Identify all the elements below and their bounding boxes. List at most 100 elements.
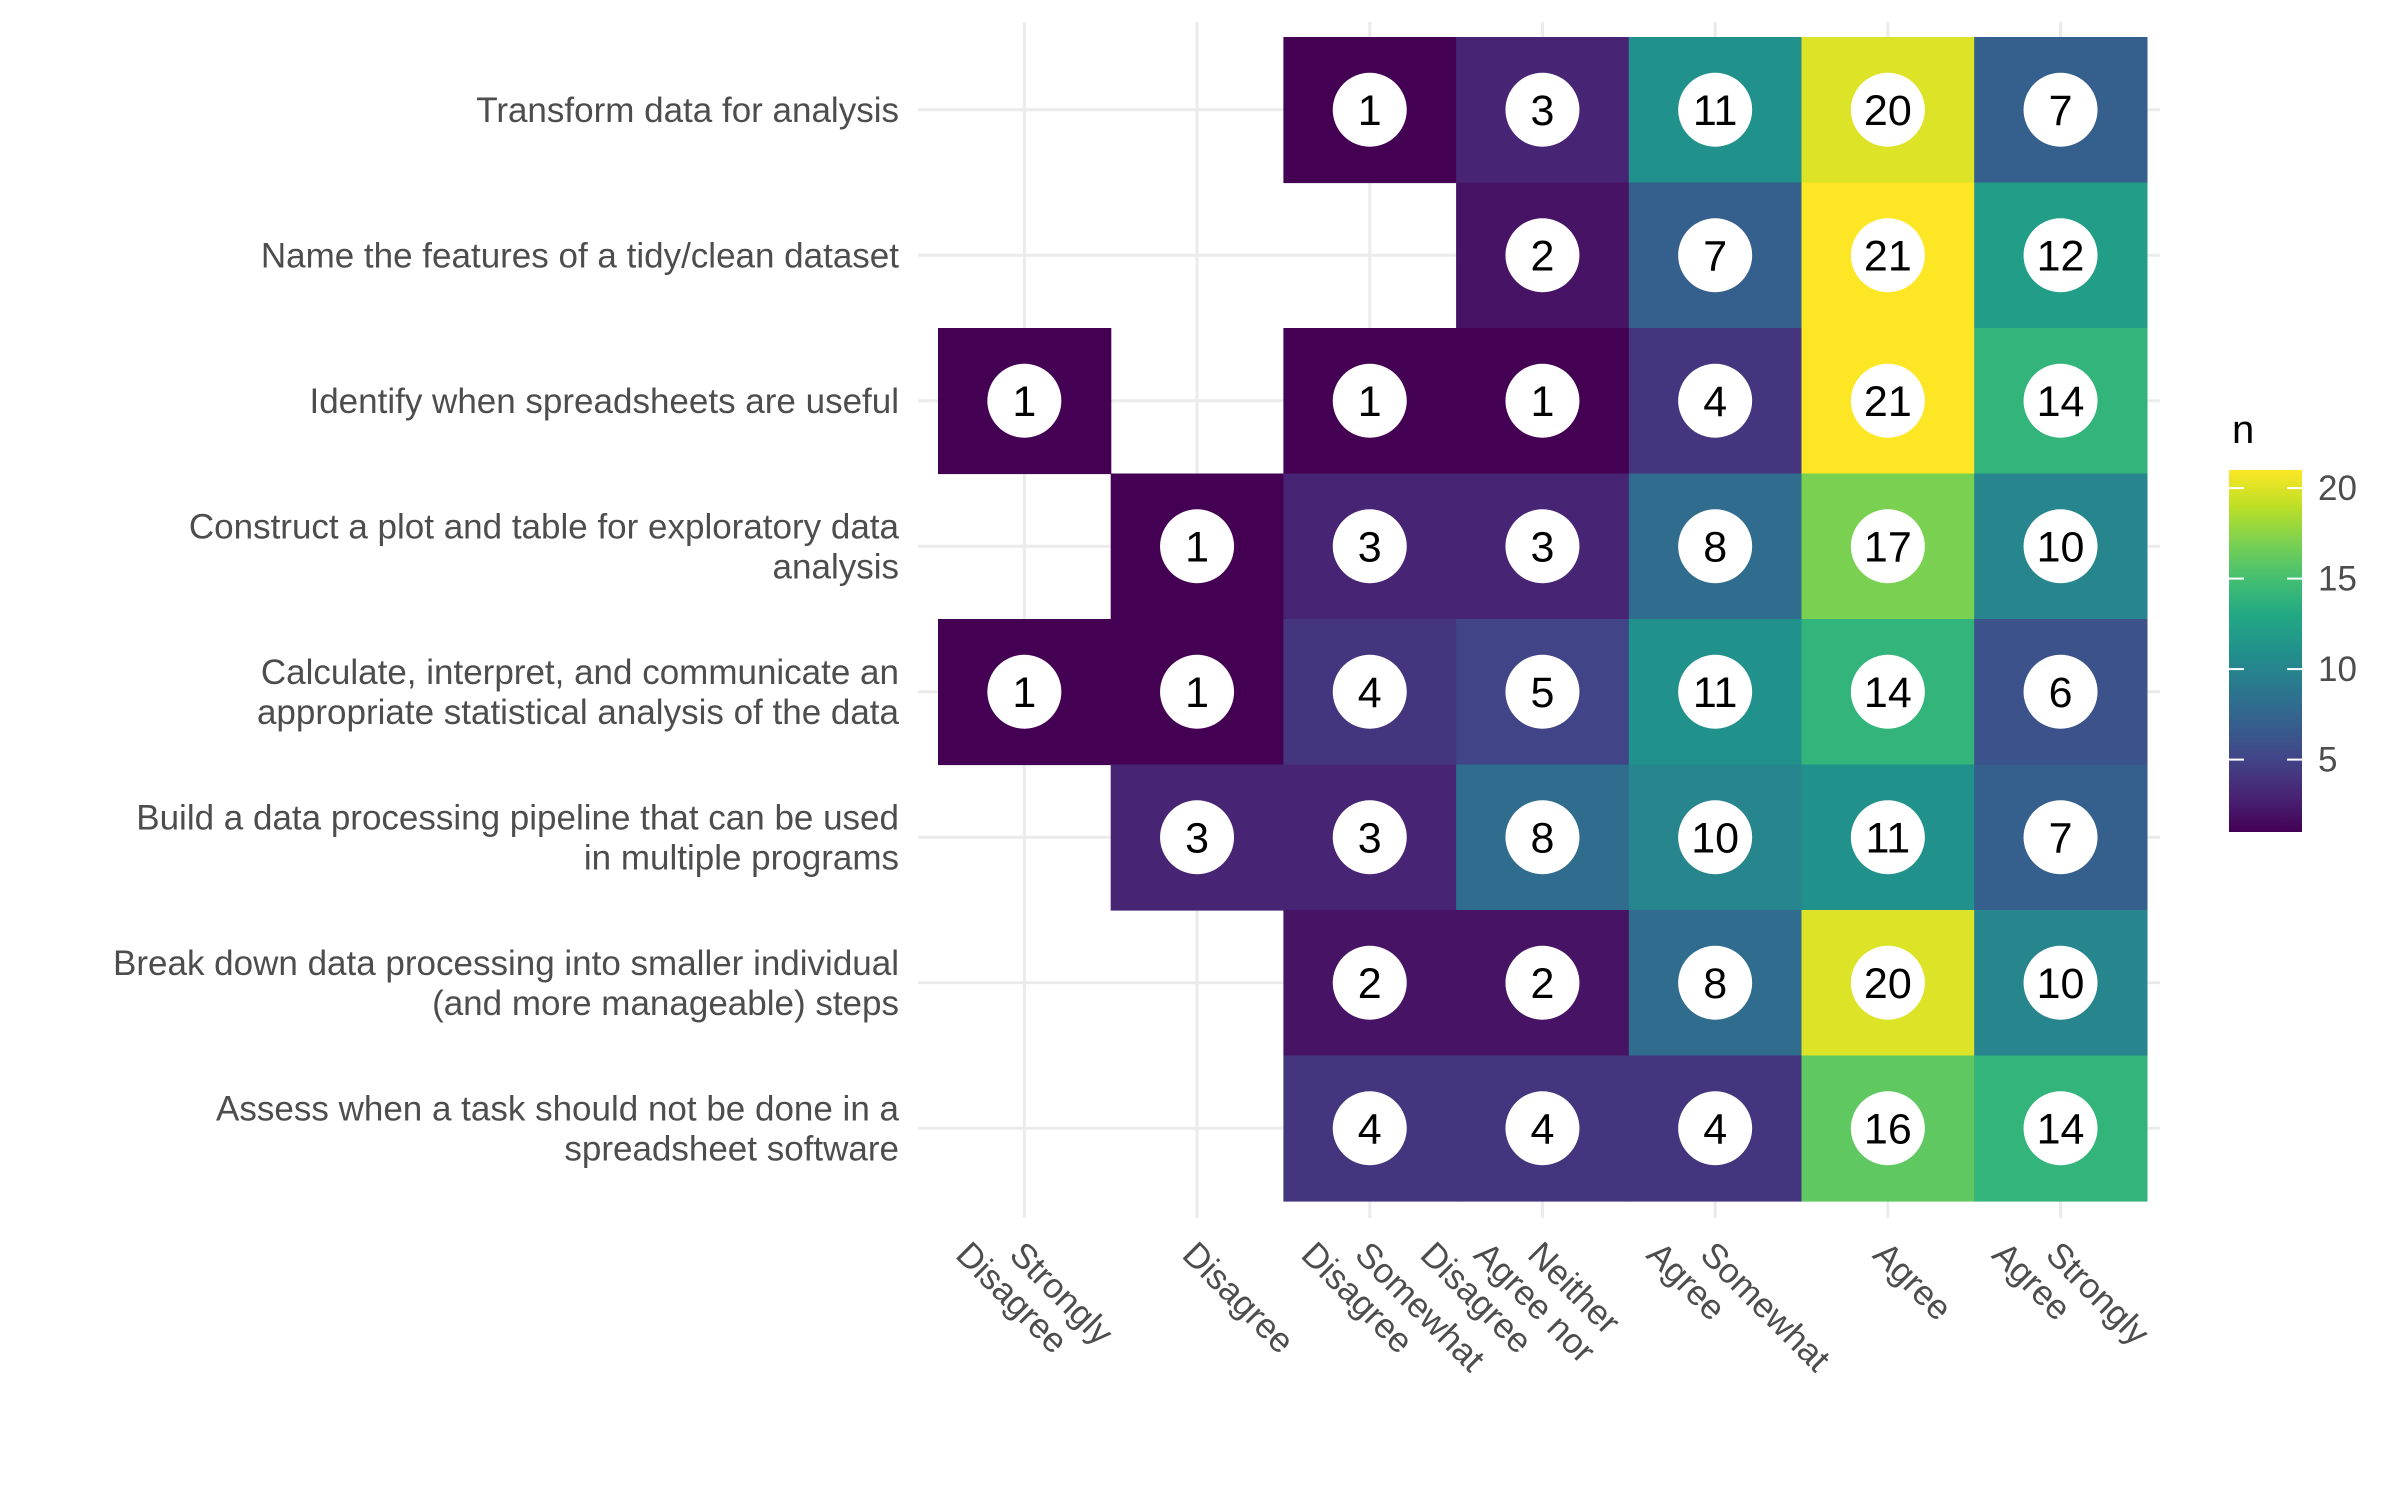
cell-label-circle xyxy=(1678,654,1753,729)
cell-value-label: 11 xyxy=(1693,669,1738,717)
legend-tick-label: 5 xyxy=(2318,741,2337,780)
cell-value-label: 21 xyxy=(1864,232,1912,280)
cell-value-label: 1 xyxy=(1012,669,1036,717)
cell-value-label: 1 xyxy=(1012,378,1036,426)
cell-value-label: 8 xyxy=(1703,960,1727,1008)
cell-label-circle xyxy=(1505,654,1580,729)
color-legend: n 5 10 15 20 xyxy=(2229,408,2357,832)
y-axis-label: Assess when a task should not be done in… xyxy=(216,1089,899,1168)
cell-value-label: 3 xyxy=(1530,523,1554,571)
cell-value-label: 7 xyxy=(1703,232,1727,280)
cell-value-label: 4 xyxy=(1358,1105,1382,1153)
cell-value-label: 14 xyxy=(2037,1105,2085,1153)
cell-label-circle xyxy=(1160,800,1235,875)
y-axis-label: Calculate, interpret, and communicate an… xyxy=(257,653,900,732)
cell-label-circle xyxy=(1505,218,1580,293)
cell-label-circle xyxy=(987,654,1062,729)
cell-value-label: 1 xyxy=(1530,378,1554,426)
cell-value-label: 3 xyxy=(1185,814,1209,862)
cell-label-circle xyxy=(987,363,1062,438)
x-axis-label: StronglyDisagree xyxy=(948,1235,1120,1362)
cell-label-circle xyxy=(1678,218,1753,293)
cell-label-circle xyxy=(1850,945,1925,1020)
cell-value-label: 3 xyxy=(1530,87,1554,135)
cell-label-circle xyxy=(2023,72,2098,147)
cell-label-circle xyxy=(1332,363,1407,438)
cell-value-label: 3 xyxy=(1358,814,1382,862)
cell-value-label: 10 xyxy=(2037,523,2085,571)
cell-label-circle xyxy=(1505,509,1580,584)
cell-label-circle xyxy=(1850,218,1925,293)
cell-value-label: 4 xyxy=(1703,1105,1727,1153)
cell-label-circle xyxy=(1505,1091,1580,1166)
y-axis-label: Identify when spreadsheets are useful xyxy=(309,382,899,421)
cell-label-circle xyxy=(1332,1091,1407,1166)
cell-value-label: 21 xyxy=(1864,378,1912,426)
y-axis-label: Build a data processing pipeline that ca… xyxy=(136,798,899,877)
cell-value-label: 7 xyxy=(2049,87,2073,135)
cell-value-label: 20 xyxy=(1864,87,1912,135)
cell-label-circle xyxy=(1160,654,1235,729)
legend-colorbar xyxy=(2229,470,2302,832)
cell-value-label: 16 xyxy=(1864,1105,1912,1153)
cell-label-circle xyxy=(1678,72,1753,147)
legend-tick-label: 15 xyxy=(2318,560,2357,599)
cell-label-circle xyxy=(2023,654,2098,729)
legend-tick-label: 10 xyxy=(2318,650,2357,689)
cell-label-circle xyxy=(1678,363,1753,438)
cell-value-label: 8 xyxy=(1703,523,1727,571)
cell-label-circle xyxy=(1505,800,1580,875)
cell-label-circle xyxy=(1505,72,1580,147)
cell-value-label: 4 xyxy=(1703,378,1727,426)
cell-label-circle xyxy=(1850,509,1925,584)
x-axis-label: NeitherAgree norDisagree xyxy=(1413,1181,1630,1398)
y-axis-label: Transform data for analysis xyxy=(476,91,899,130)
cell-value-label: 3 xyxy=(1358,523,1382,571)
cell-label-circle xyxy=(1332,800,1407,875)
cell-label-circle xyxy=(2023,218,2098,293)
cell-value-label: 11 xyxy=(1866,814,1911,862)
cell-value-label: 14 xyxy=(2037,378,2085,426)
cell-label-circle xyxy=(1850,800,1925,875)
cell-value-label: 6 xyxy=(2049,669,2073,717)
cell-label-circle xyxy=(1678,945,1753,1020)
x-axis-label-text: StronglyAgree xyxy=(1985,1208,2157,1380)
cell-label-circle xyxy=(1332,509,1407,584)
cell-label-circle xyxy=(1678,1091,1753,1166)
cell-value-label: 14 xyxy=(1864,669,1912,717)
cell-label-circle xyxy=(1505,363,1580,438)
y-axis-label: Construct a plot and table for explorato… xyxy=(189,507,900,586)
cell-label-circle xyxy=(1678,800,1753,875)
cell-value-label: 2 xyxy=(1530,960,1554,1008)
cell-label-circle xyxy=(1160,509,1235,584)
legend-title: n xyxy=(2232,408,2254,452)
cell-label-circle xyxy=(1850,654,1925,729)
cell-value-label: 10 xyxy=(2037,960,2085,1008)
cell-value-label: 17 xyxy=(1864,523,1912,571)
cell-value-label: 2 xyxy=(1358,960,1382,1008)
x-axis-label: StronglyAgree xyxy=(1985,1208,2157,1380)
cell-label-circle xyxy=(1505,945,1580,1020)
x-axis-label: Agree xyxy=(1866,1235,1960,1329)
x-axis-label-text: SomewhatAgree xyxy=(1639,1208,1837,1406)
cell-value-label: 4 xyxy=(1530,1105,1554,1153)
x-axis-label-text: NeitherAgree norDisagree xyxy=(1413,1181,1630,1398)
x-axis-label-text: Agree xyxy=(1866,1235,1960,1329)
cell-label-circle xyxy=(2023,363,2098,438)
cell-value-label: 11 xyxy=(1693,87,1738,135)
x-axis-label: Disagree xyxy=(1175,1235,1302,1362)
cell-label-circle xyxy=(1332,72,1407,147)
cell-label-circle xyxy=(1850,1091,1925,1166)
cell-label-circle xyxy=(1850,363,1925,438)
cell-value-label: 1 xyxy=(1358,87,1382,135)
cell-label-circle xyxy=(2023,509,2098,584)
legend-tick-label: 20 xyxy=(2318,469,2357,508)
y-axis-labels: Transform data for analysis Name the feat… xyxy=(113,91,900,1169)
cell-value-label: 20 xyxy=(1864,960,1912,1008)
cell-value-label: 1 xyxy=(1185,669,1209,717)
cell-value-label: 7 xyxy=(2049,814,2073,862)
heatmap-cells xyxy=(938,37,2148,1202)
cell-value-label: 10 xyxy=(1691,814,1739,862)
cell-value-labels: 1 3 11 20 72 7 21 121 1 1 4 21 141 3 3 8 17 101 1 4 5 11 14 63 3… xyxy=(987,72,2098,1166)
